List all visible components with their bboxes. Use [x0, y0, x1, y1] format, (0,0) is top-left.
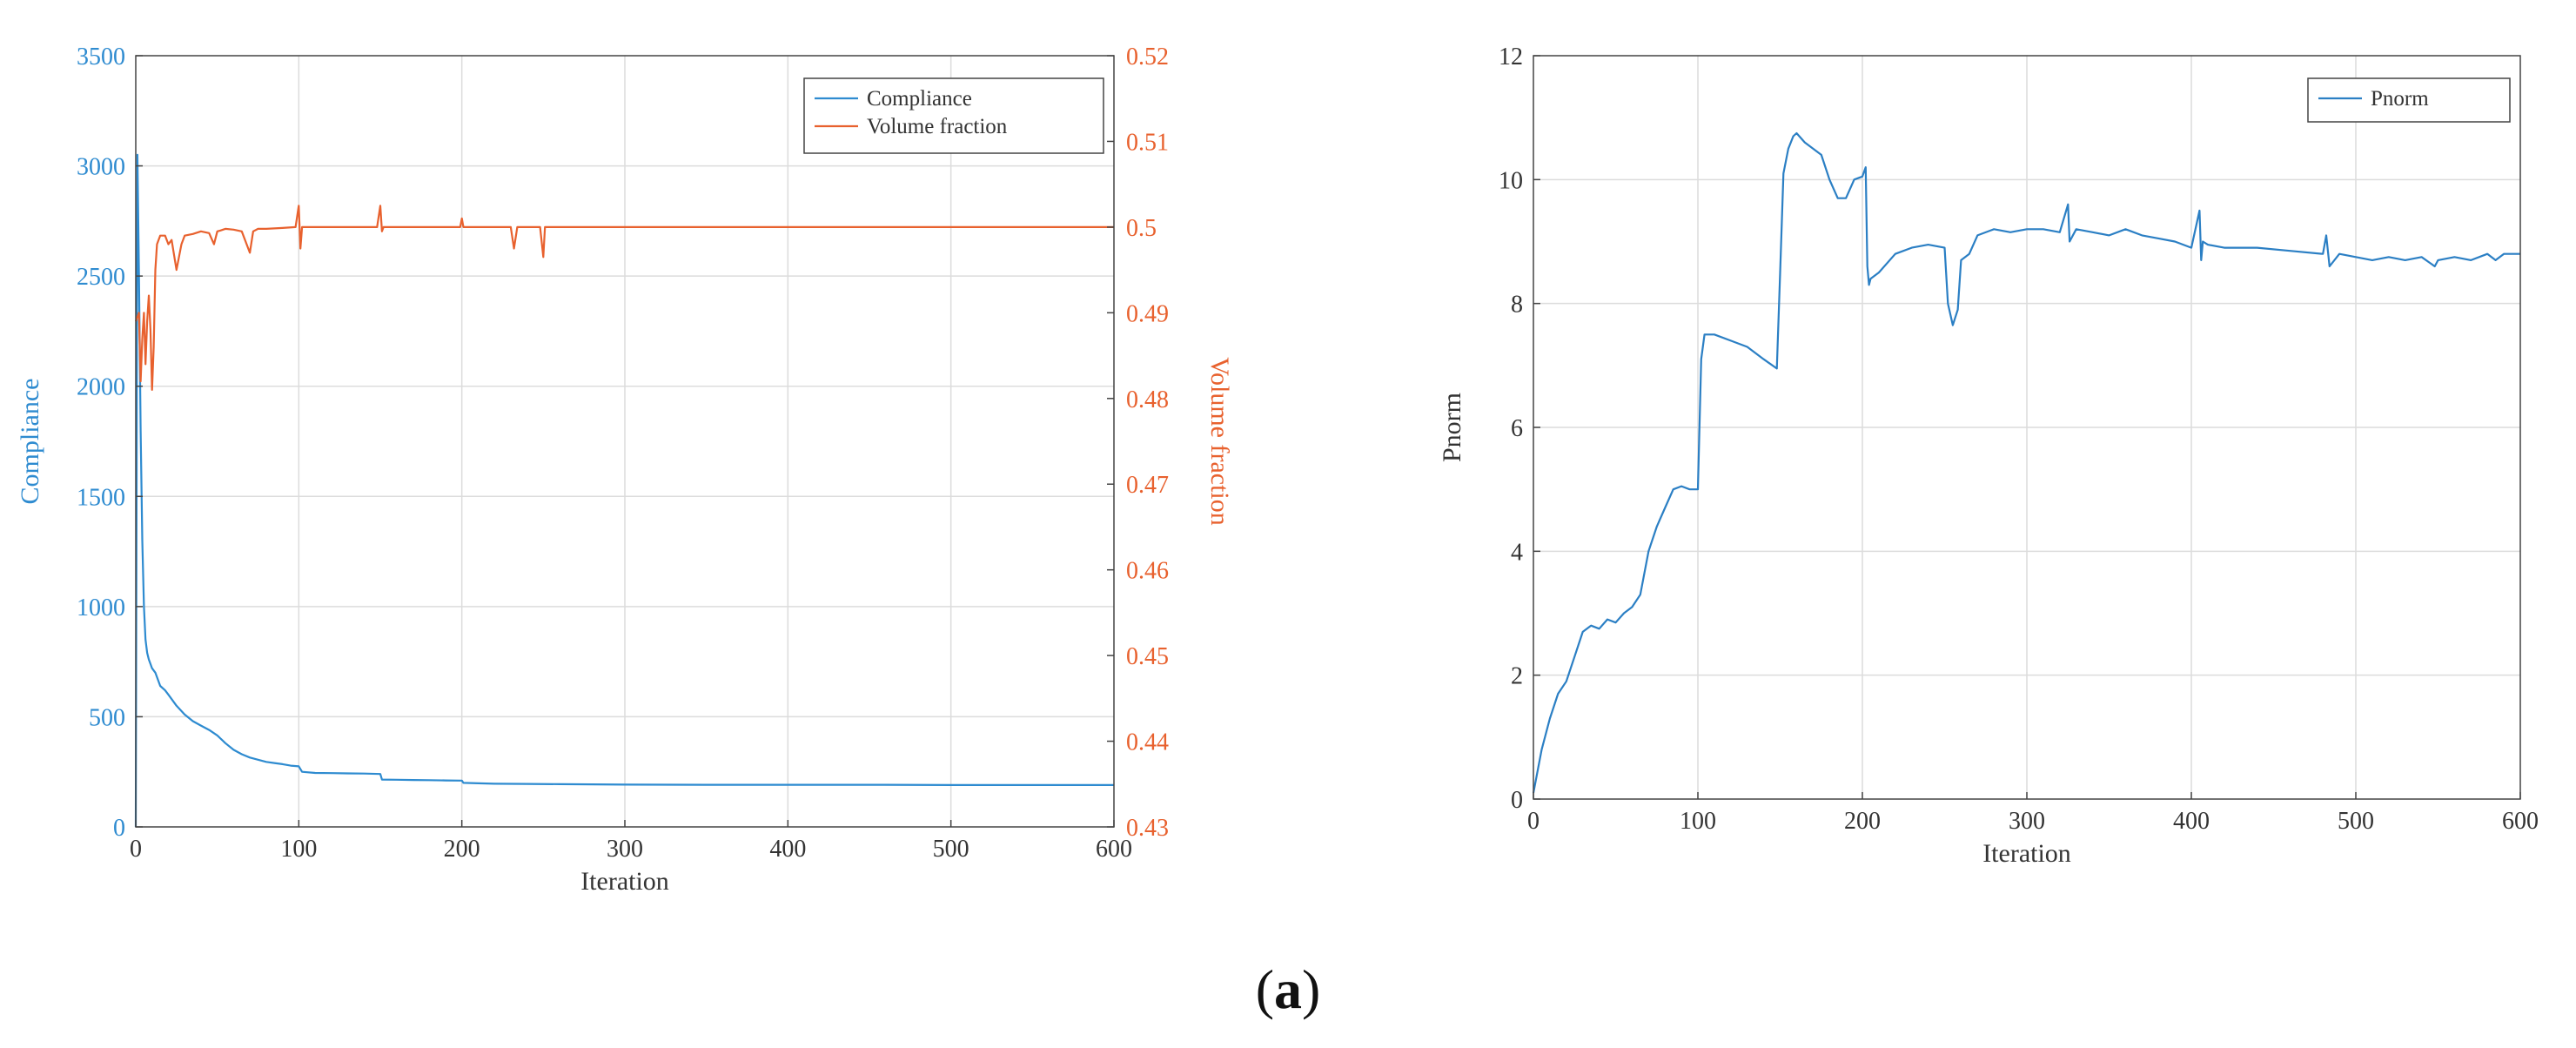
chart1-y2-axis-label: Volume fraction [1205, 357, 1234, 526]
series-line-volume-fraction [134, 205, 1114, 391]
y-tick-label: 2500 [77, 264, 125, 291]
y2-tick-label: 0.45 [1126, 643, 1169, 670]
x-tick-label: 400 [2173, 808, 2210, 835]
y-tick-label: 3000 [77, 154, 125, 181]
figure-label-open-paren: ( [1256, 958, 1274, 1020]
compliance-volume-chart: 0 100 200 300 400 500 600 0 500 1000 1500 2000 2500… [16, 44, 1234, 896]
y-tick-label: 8 [1511, 292, 1523, 319]
x-tick-label: 100 [280, 836, 317, 863]
chart1-volume-fraction-series [134, 205, 1114, 391]
y-tick-label: 1500 [77, 484, 125, 511]
y2-tick-label: 0.5 [1126, 215, 1157, 242]
chart2-x-axis-label: Iteration [1982, 839, 2071, 868]
y2-tick-label: 0.46 [1126, 558, 1169, 585]
x-tick-label: 400 [769, 836, 806, 863]
y-tick-label: 2 [1511, 663, 1523, 690]
chart1-y2-ticks: 0.43 0.44 0.45 0.46 0.47 0.48 0.49 0.5 0.51 0.52 [1107, 44, 1169, 842]
chart1-legend: Compliance Volume fraction [803, 77, 1104, 154]
chart1-compliance-series [134, 153, 1114, 828]
figure-label-letter: a [1274, 958, 1302, 1020]
x-tick-label: 500 [2338, 808, 2374, 835]
chart1-x-axis-label: Iteration [580, 867, 669, 896]
y2-tick-label: 0.43 [1126, 815, 1169, 842]
y-tick-label: 2000 [77, 374, 125, 401]
chart2-grid [1533, 56, 2520, 799]
figure-label-close-paren: ) [1302, 958, 1320, 1020]
chart2-legend: Pnorm [2307, 77, 2511, 123]
x-tick-label: 200 [1844, 808, 1881, 835]
chart1-x-ticks: 0 100 200 300 400 500 600 [130, 820, 1132, 863]
x-tick-label: 0 [130, 836, 142, 863]
x-tick-label: 100 [1680, 808, 1716, 835]
y2-tick-label: 0.52 [1126, 44, 1169, 71]
y-tick-label: 3500 [77, 44, 125, 71]
series-line-pnorm [1532, 131, 2520, 794]
legend-label-compliance: Compliance [867, 87, 972, 111]
chart2-y-axis-label: Pnorm [1438, 393, 1466, 462]
y2-tick-label: 0.47 [1126, 472, 1169, 499]
x-tick-label: 500 [933, 836, 969, 863]
chart2-x-ticks: 0 100 200 300 400 500 600 [1527, 792, 2539, 835]
chart2-legend-box [2307, 77, 2511, 123]
x-tick-label: 600 [2502, 808, 2539, 835]
chart2-y-ticks: 0 2 4 6 8 10 12 [1499, 44, 1540, 814]
x-tick-label: 0 [1527, 808, 1540, 835]
chart1-y-ticks: 0 500 1000 1500 2000 2500 3000 3500 [77, 44, 143, 842]
y2-tick-label: 0.44 [1126, 729, 1169, 756]
y2-tick-label: 0.51 [1126, 129, 1169, 156]
y-tick-label: 4 [1511, 539, 1523, 566]
chart1-y-axis-label: Compliance [16, 379, 44, 505]
chart2-pnorm-series [1532, 131, 2520, 794]
chart1-legend-box [803, 77, 1104, 154]
series-line-compliance [134, 153, 1114, 828]
x-tick-label: 300 [2009, 808, 2045, 835]
x-tick-label: 200 [444, 836, 480, 863]
y2-tick-label: 0.49 [1126, 300, 1169, 327]
y-tick-label: 1000 [77, 595, 125, 621]
y-tick-label: 500 [89, 704, 125, 731]
y-tick-label: 0 [1511, 787, 1523, 814]
legend-label-volume-fraction: Volume fraction [867, 115, 1008, 138]
legend-label-pnorm: Pnorm [2371, 87, 2429, 111]
y-tick-label: 12 [1499, 44, 1523, 71]
x-tick-label: 600 [1096, 836, 1132, 863]
y-tick-label: 6 [1511, 415, 1523, 442]
y2-tick-label: 0.48 [1126, 386, 1169, 413]
y-tick-label: 0 [113, 815, 125, 842]
x-tick-label: 300 [607, 836, 643, 863]
y-tick-label: 10 [1499, 167, 1523, 194]
chart1-grid [136, 56, 1114, 827]
figure-label: (a) [1256, 958, 1321, 1020]
